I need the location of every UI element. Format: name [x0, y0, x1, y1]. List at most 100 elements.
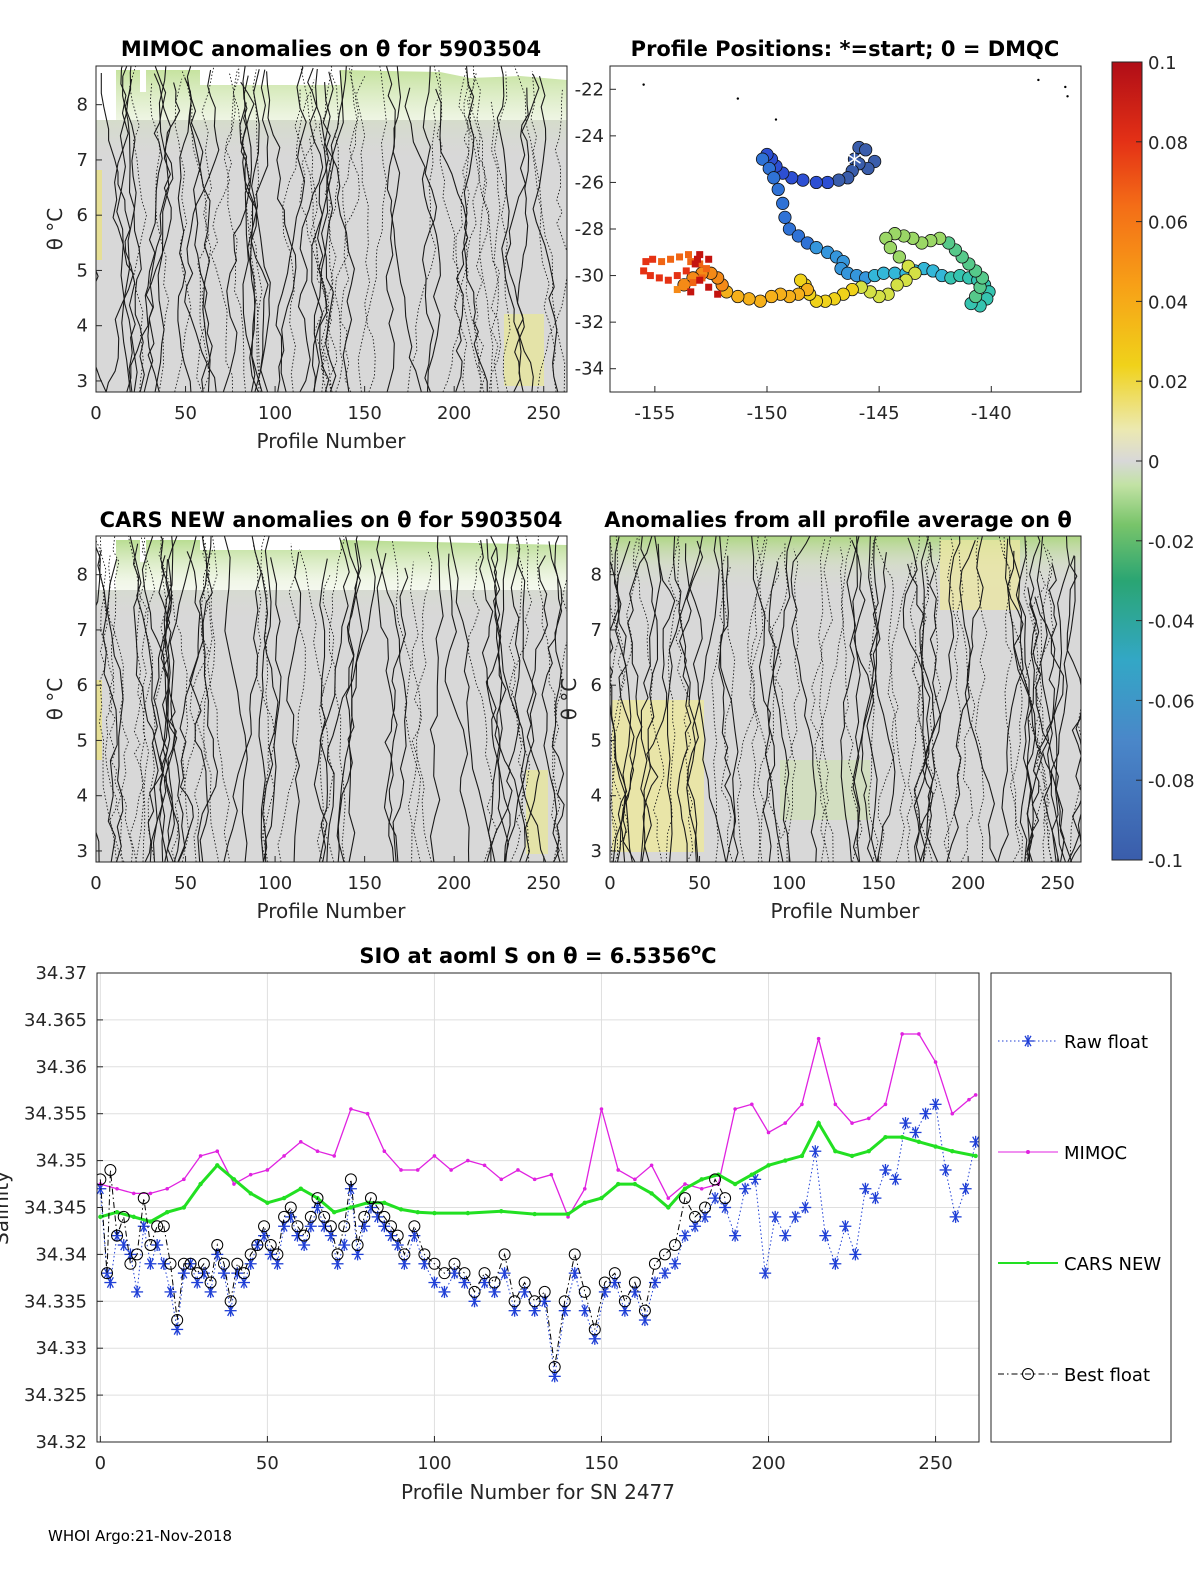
model-point: [632, 1181, 638, 1187]
profile-position-dmqc: [794, 273, 808, 287]
cars-y-ticks: 3 4 5 6 7 8: [77, 565, 102, 862]
y-tick-label: 7: [591, 620, 602, 641]
x-tick-label: 50: [174, 403, 197, 424]
model-point: [131, 1214, 136, 1220]
raw-float-point: [899, 1117, 912, 1130]
best-float-point: [171, 1314, 184, 1327]
contour-line: [384, 567, 409, 862]
y-tick-label: 3: [591, 841, 602, 862]
contour-line: [277, 543, 306, 862]
profile-position-realtime: [696, 276, 704, 284]
raw-float-point: [324, 1229, 337, 1242]
best-float-point: [668, 1239, 681, 1252]
best-float-point: [391, 1229, 404, 1242]
model-point: [348, 1205, 354, 1210]
contour-line: [210, 72, 236, 392]
x-tick-label: 100: [258, 403, 292, 424]
contour-line: [336, 536, 363, 862]
model-point: [298, 1186, 303, 1191]
x-tick-label: 150: [347, 403, 381, 424]
raw-float-point: [171, 1323, 184, 1336]
contour-line: [1025, 570, 1053, 862]
mimoc-empty-top: [96, 66, 567, 120]
legend-item: CARS NEW: [998, 1254, 1161, 1275]
model-point: [398, 1207, 404, 1212]
positions-title: Profile Positions: *=start; 0 = DMQC: [631, 37, 1060, 61]
model-point: [449, 1168, 453, 1172]
model-point: [281, 1195, 287, 1201]
contour-line: [612, 536, 639, 862]
best-float-point: [658, 1248, 671, 1261]
raw-float-point: [658, 1267, 671, 1280]
contour-line: [184, 69, 220, 392]
best-float-point: [291, 1220, 304, 1233]
colorbar-tick-label: 0: [1148, 452, 1159, 473]
model-point: [499, 1177, 504, 1182]
raw-float-point: [508, 1304, 521, 1317]
model-point: [633, 1177, 637, 1182]
model-point: [732, 1181, 738, 1187]
contour-line: [435, 88, 488, 392]
outlier-position: [1064, 85, 1067, 89]
contour-line: [1036, 536, 1060, 862]
contour-line: [436, 69, 468, 392]
best-float-point: [124, 1257, 137, 1270]
x-tick-label: 50: [688, 873, 711, 894]
y-tick-label: 8: [77, 565, 88, 586]
best-float-point: [191, 1267, 204, 1280]
contour-line: [147, 536, 168, 862]
raw-float-point: [949, 1210, 962, 1223]
colorbar-tick-label: -0.04: [1148, 612, 1195, 633]
best-float-point: [468, 1285, 481, 1298]
raw-float-point: [498, 1267, 511, 1280]
contour-line: [684, 543, 727, 862]
best-float-point: [689, 1210, 702, 1223]
salinity-panel: 0 50 100 150 200 250 34.3234.32534.3334.33534…: [0, 940, 980, 1504]
contour-line: [1033, 549, 1054, 862]
model-point: [532, 1211, 537, 1217]
contour-line: [610, 561, 636, 862]
y-tick-label: 34.335: [24, 1291, 87, 1312]
model-point: [98, 1214, 103, 1220]
profile-position-realtime: [664, 276, 672, 284]
profile-position-realtime: [680, 279, 688, 287]
contour-line: [946, 536, 984, 862]
contour-line: [1003, 536, 1023, 862]
best-float-point: [271, 1248, 284, 1261]
model-point: [649, 1191, 654, 1196]
model-point: [115, 1186, 119, 1191]
contour-line: [920, 536, 939, 862]
raw-float-point: [338, 1239, 351, 1252]
contour-line: [719, 536, 739, 862]
model-point: [973, 1153, 978, 1159]
contour-line: [197, 66, 215, 392]
raw-float-point: [131, 1285, 144, 1298]
model-point: [499, 1209, 504, 1214]
contour-line: [505, 536, 537, 862]
raw-float-point: [729, 1229, 742, 1242]
model-point: [482, 1163, 487, 1168]
best-float-point: [137, 1192, 150, 1205]
contour-line: [507, 548, 526, 862]
y-tick-label: -22: [575, 79, 604, 100]
model-point: [114, 1209, 120, 1215]
profile-position-dmqc: [796, 173, 810, 187]
allavg-title: Anomalies from all profile average on θ: [604, 508, 1072, 532]
x-tick-label: -150: [747, 403, 788, 424]
x-tick-label: 150: [347, 873, 381, 894]
best-float-point: [258, 1220, 271, 1233]
best-float-point: [238, 1267, 250, 1280]
contour-line: [513, 74, 540, 392]
contour-line: [458, 73, 486, 392]
raw-float-point: [137, 1220, 150, 1233]
contour-line: [266, 71, 297, 392]
model-point: [549, 1172, 554, 1177]
contour-line: [307, 67, 329, 392]
x-tick-label: 200: [437, 403, 471, 424]
model-point: [248, 1172, 253, 1177]
x-tick-label: -155: [634, 403, 675, 424]
model-point: [900, 1032, 904, 1036]
mimoc-y-ticks: 3 4 5 6 7 8: [77, 95, 102, 392]
model-point: [265, 1200, 270, 1206]
contour-line: [154, 66, 170, 392]
